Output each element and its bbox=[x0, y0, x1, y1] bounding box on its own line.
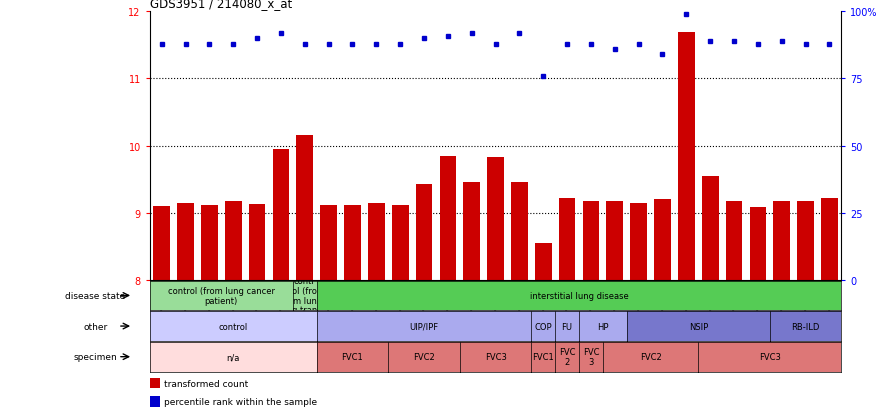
Bar bbox=[368, 203, 385, 413]
Text: control (from lung cancer
patient): control (from lung cancer patient) bbox=[167, 286, 275, 305]
Text: percentile rank within the sample: percentile rank within the sample bbox=[164, 397, 317, 406]
Text: contr
ol (fro
m lun
g tran: contr ol (fro m lun g tran bbox=[292, 277, 317, 315]
Text: disease state: disease state bbox=[65, 291, 125, 300]
Bar bbox=[321, 205, 337, 413]
Bar bbox=[344, 205, 361, 413]
Bar bbox=[821, 198, 838, 413]
Bar bbox=[702, 176, 719, 413]
Bar bbox=[487, 158, 504, 413]
Text: HP: HP bbox=[597, 322, 609, 331]
Text: COP: COP bbox=[535, 322, 552, 331]
Text: other: other bbox=[83, 322, 107, 331]
Text: FVC2: FVC2 bbox=[413, 352, 435, 361]
Bar bbox=[559, 198, 575, 413]
Bar bbox=[726, 201, 743, 413]
Bar bbox=[630, 203, 647, 413]
Text: control: control bbox=[218, 322, 248, 331]
Bar bbox=[750, 208, 766, 413]
Bar bbox=[416, 185, 433, 413]
Text: n/a: n/a bbox=[226, 352, 240, 361]
Bar bbox=[225, 201, 241, 413]
Text: FVC
2: FVC 2 bbox=[559, 347, 575, 366]
Text: RB-ILD: RB-ILD bbox=[791, 322, 820, 331]
Bar bbox=[463, 183, 480, 413]
Bar bbox=[201, 205, 218, 413]
Text: FVC1: FVC1 bbox=[532, 352, 554, 361]
Text: FVC2: FVC2 bbox=[640, 352, 662, 361]
Text: FVC
3: FVC 3 bbox=[582, 347, 599, 366]
Text: transformed count: transformed count bbox=[164, 379, 248, 388]
Bar bbox=[774, 201, 790, 413]
Text: FVC1: FVC1 bbox=[342, 352, 363, 361]
Text: UIP/IPF: UIP/IPF bbox=[410, 322, 439, 331]
Bar bbox=[582, 201, 599, 413]
Bar bbox=[440, 156, 456, 413]
Text: NSIP: NSIP bbox=[689, 322, 708, 331]
Bar bbox=[392, 205, 409, 413]
Bar bbox=[535, 243, 552, 413]
Text: interstitial lung disease: interstitial lung disease bbox=[529, 291, 628, 300]
Text: FVC3: FVC3 bbox=[759, 352, 781, 361]
Bar bbox=[511, 183, 528, 413]
Text: specimen: specimen bbox=[73, 352, 117, 361]
Text: GDS3951 / 214080_x_at: GDS3951 / 214080_x_at bbox=[150, 0, 292, 10]
Bar bbox=[272, 150, 289, 413]
Bar bbox=[296, 136, 313, 413]
Text: FVC3: FVC3 bbox=[485, 352, 507, 361]
Bar bbox=[177, 203, 194, 413]
Bar bbox=[797, 201, 814, 413]
Bar bbox=[153, 206, 170, 413]
Text: FU: FU bbox=[561, 322, 573, 331]
Bar bbox=[678, 33, 695, 413]
Bar bbox=[248, 204, 265, 413]
Bar bbox=[606, 201, 623, 413]
Bar bbox=[655, 200, 670, 413]
